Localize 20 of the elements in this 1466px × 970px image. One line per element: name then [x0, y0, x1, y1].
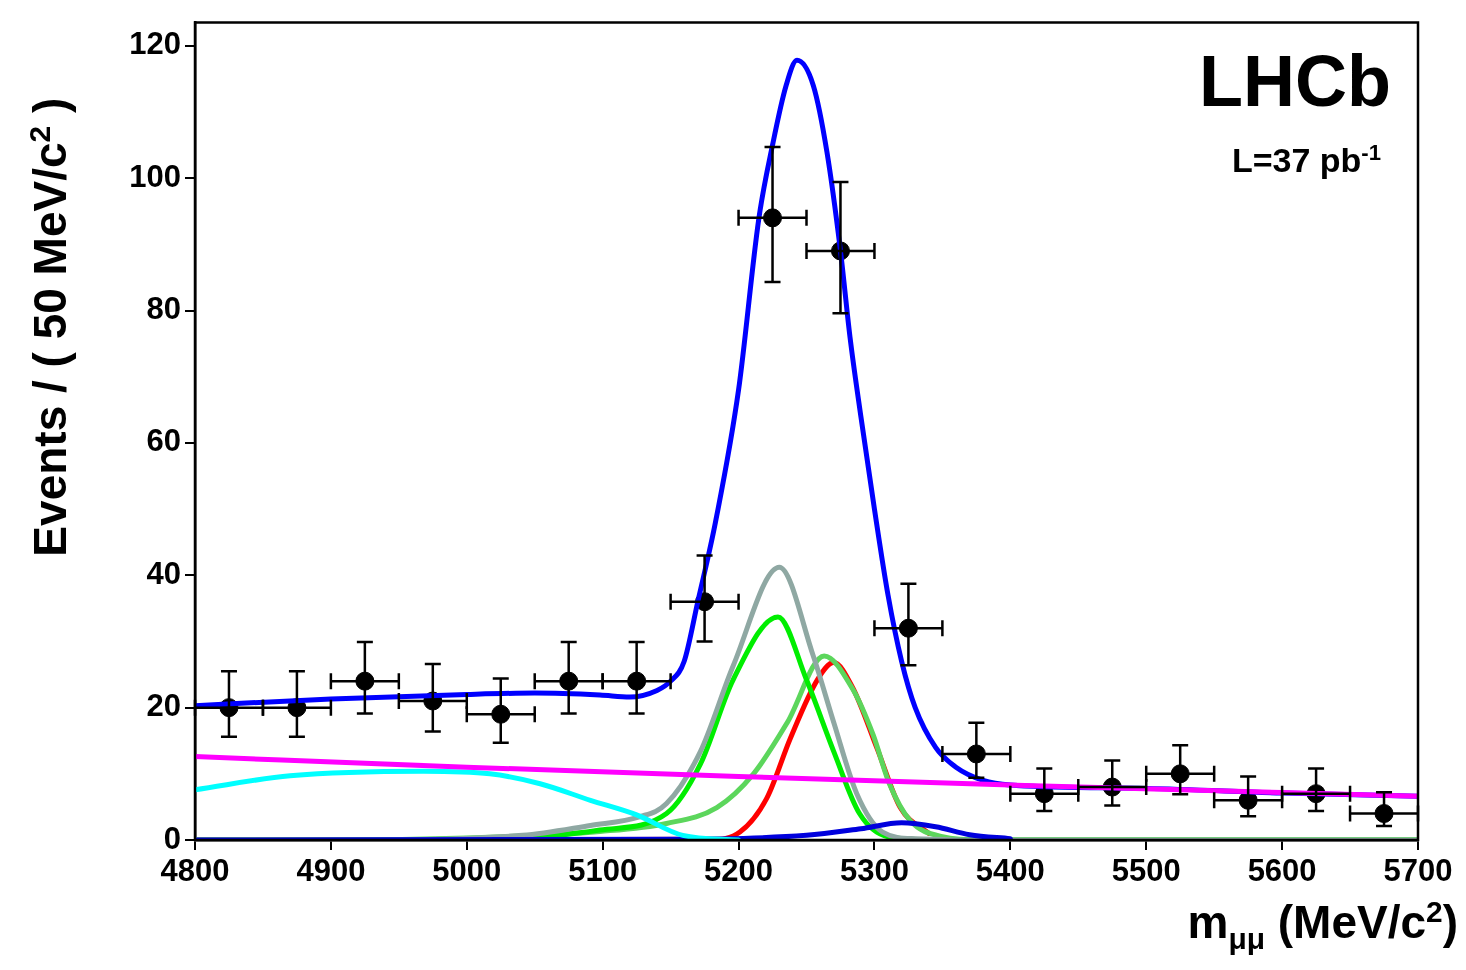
- x-tick-label: 5000: [432, 853, 502, 889]
- y-tick-label: 60: [146, 423, 181, 459]
- x-tick-label: 5200: [704, 853, 774, 889]
- x-tick-label: 5700: [1383, 853, 1453, 889]
- y-tick-label: 80: [146, 291, 181, 327]
- x-tick-label: 5100: [568, 853, 638, 889]
- x-tick-label: 5400: [975, 853, 1045, 889]
- x-axis-title: m$_{μμ}$ (MeV/c$^{2}$): [1187, 895, 1458, 956]
- y-tick-label: 20: [146, 688, 181, 724]
- x-tick-label: 5600: [1247, 853, 1317, 889]
- y-tick-label: 100: [129, 158, 181, 194]
- y-tick-label: 120: [129, 26, 181, 62]
- y-tick-label: 0: [163, 820, 181, 856]
- x-tick-label: 4900: [296, 853, 366, 889]
- x-tick-label: 5500: [1111, 853, 1181, 889]
- annotation: L=37 pb$^{-1}$: [1231, 140, 1381, 181]
- y-tick-label: 40: [146, 555, 181, 591]
- x-tick-label: 4800: [160, 853, 230, 889]
- annotation: LHCb: [1199, 40, 1391, 122]
- x-tick-label: 5300: [839, 853, 909, 889]
